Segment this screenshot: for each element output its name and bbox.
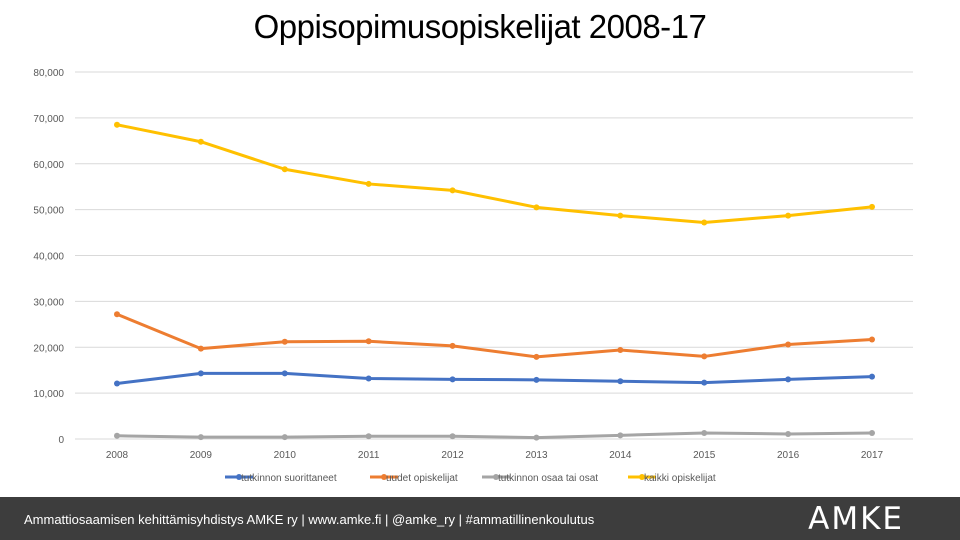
data-point [114, 311, 120, 318]
data-point [533, 204, 540, 211]
data-point [281, 166, 288, 173]
data-point [114, 380, 120, 387]
data-point [533, 434, 540, 441]
series-line-3 [115, 431, 874, 440]
series-line-4 [115, 123, 874, 224]
data-point [701, 430, 708, 437]
data-point [114, 432, 120, 439]
data-point [701, 379, 708, 386]
footer-bar: Ammattiosaamisen kehittämisyhdistys AMKE… [0, 497, 960, 540]
x-tick-label: 2016 [777, 450, 800, 461]
y-tick-label: 80,000 [33, 68, 64, 79]
data-point [617, 378, 624, 385]
data-point [785, 430, 792, 437]
x-tick-label: 2010 [274, 450, 297, 461]
data-point [869, 430, 875, 437]
legend-label: tutkinnon osaa tai osat [498, 473, 598, 484]
y-tick-label: 60,000 [33, 160, 64, 171]
data-point [281, 338, 288, 345]
x-tick-label: 2011 [358, 450, 380, 461]
x-tick-label: 2009 [190, 450, 213, 461]
y-tick-label: 30,000 [33, 297, 64, 308]
data-point [281, 370, 288, 377]
data-point [869, 336, 875, 343]
data-point [114, 121, 120, 128]
data-point [281, 434, 288, 441]
data-point [785, 341, 792, 348]
legend-label: kaikki opiskelijat [644, 473, 716, 484]
amke-logo: AMKE [808, 501, 904, 537]
x-tick-label: 2013 [525, 450, 548, 461]
data-point [869, 203, 875, 210]
data-point [869, 373, 875, 380]
legend-label: tutkinnon suorittaneet [241, 473, 337, 484]
series-line-2 [115, 312, 874, 359]
legend-marker [493, 474, 499, 480]
y-tick-label: 70,000 [33, 114, 64, 125]
legend: tutkinnon suorittaneet uudet opiskelijat t… [225, 473, 716, 484]
data-point [365, 375, 372, 382]
data-point [197, 138, 204, 145]
x-tick-label: 2008 [106, 450, 129, 461]
data-point [197, 434, 204, 441]
y-tick-label: 50,000 [33, 206, 64, 217]
footer-text: Ammattiosaamisen kehittämisyhdistys AMKE… [24, 512, 595, 527]
legend-marker [381, 474, 387, 480]
data-point [449, 187, 456, 194]
series-line-1 [115, 371, 874, 385]
data-point [533, 376, 540, 383]
x-tick-label: 2015 [693, 450, 716, 461]
line-chart: 0 10,000 20,000 30,000 40,000 50,000 60,000 70,… [33, 68, 913, 484]
series-lines [114, 121, 875, 441]
y-tick-label: 20,000 [33, 343, 64, 354]
x-tick-label: 2017 [861, 450, 884, 461]
data-point [197, 345, 204, 352]
y-tick-label: 0 [58, 435, 64, 446]
data-point [449, 342, 456, 349]
legend-label: uudet opiskelijat [386, 473, 458, 484]
data-point [785, 212, 792, 219]
x-tick-label: 2014 [609, 450, 632, 461]
data-point [701, 353, 708, 360]
legend-marker [236, 474, 242, 480]
y-axis: 0 10,000 20,000 30,000 40,000 50,000 60,000 70,… [33, 68, 64, 446]
gridlines [75, 71, 913, 440]
data-point [365, 338, 372, 345]
data-point [449, 433, 456, 440]
data-point [197, 370, 204, 377]
y-tick-label: 10,000 [33, 389, 64, 400]
data-point [533, 353, 540, 360]
y-tick-label: 40,000 [33, 252, 64, 263]
data-point [785, 376, 792, 383]
x-tick-label: 2012 [441, 450, 464, 461]
data-point [617, 212, 624, 219]
data-point [365, 433, 372, 440]
chart-title: Oppisopimusopiskelijat 2008-17 [253, 8, 707, 45]
data-point [365, 180, 372, 187]
data-point [617, 432, 624, 439]
x-axis: 2008 2009 2010 2011 2012 2013 2014 2015 2016 2017 [106, 450, 884, 461]
data-point [449, 376, 456, 383]
data-point [617, 347, 624, 354]
legend-marker [639, 474, 645, 480]
data-point [701, 219, 708, 226]
